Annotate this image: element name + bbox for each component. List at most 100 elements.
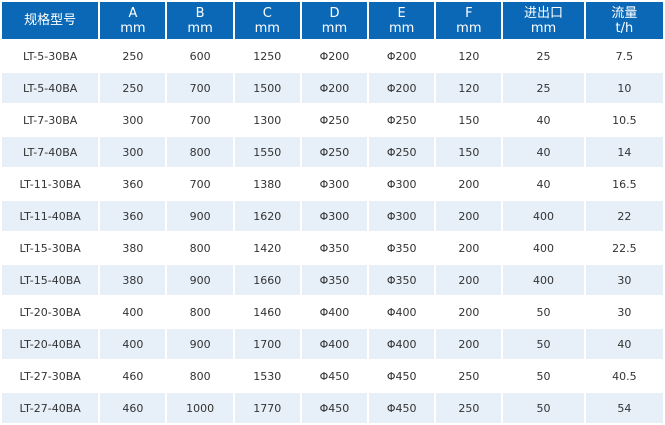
table-row: LT-11-40BA 360 900 1620 Φ300 Φ300 200 40… xyxy=(2,201,663,231)
cell-flow: 40.5 xyxy=(585,361,663,391)
cell-d: Φ200 xyxy=(301,73,368,103)
cell-d: Φ400 xyxy=(301,329,368,359)
cell-c: 1380 xyxy=(234,169,300,199)
header-model: 规格型号 xyxy=(2,2,99,39)
cell-f: 200 xyxy=(436,233,502,263)
cell-flow: 22 xyxy=(585,201,663,231)
cell-c: 1770 xyxy=(234,393,300,423)
cell-b: 800 xyxy=(167,233,233,263)
table-body: LT-5-30BA 250 600 1250 Φ200 Φ200 120 25 … xyxy=(2,41,663,423)
cell-flow: 14 xyxy=(585,137,663,167)
cell-inlet: 40 xyxy=(503,137,584,167)
cell-e: Φ300 xyxy=(369,201,435,231)
cell-f: 250 xyxy=(436,393,502,423)
cell-model: LT-11-40BA xyxy=(2,201,99,231)
cell-inlet: 50 xyxy=(503,329,584,359)
cell-d: Φ300 xyxy=(301,169,368,199)
cell-model: LT-5-40BA xyxy=(2,73,99,103)
cell-b: 700 xyxy=(167,105,233,135)
table-row: LT-5-30BA 250 600 1250 Φ200 Φ200 120 25 … xyxy=(2,41,663,71)
cell-e: Φ350 xyxy=(369,233,435,263)
cell-a: 250 xyxy=(100,41,166,71)
cell-b: 1000 xyxy=(167,393,233,423)
cell-b: 900 xyxy=(167,265,233,295)
cell-a: 360 xyxy=(100,169,166,199)
table-row: LT-20-40BA 400 900 1700 Φ400 Φ400 200 50… xyxy=(2,329,663,359)
cell-f: 200 xyxy=(436,329,502,359)
cell-b: 700 xyxy=(167,73,233,103)
cell-e: Φ300 xyxy=(369,169,435,199)
header-col-flow: 流量 t/h xyxy=(585,2,663,39)
cell-f: 200 xyxy=(436,201,502,231)
cell-inlet: 50 xyxy=(503,297,584,327)
cell-flow: 22.5 xyxy=(585,233,663,263)
header-col-inlet: 进出口 mm xyxy=(503,2,584,39)
cell-a: 300 xyxy=(100,105,166,135)
cell-a: 400 xyxy=(100,297,166,327)
cell-inlet: 50 xyxy=(503,393,584,423)
cell-d: Φ200 xyxy=(301,41,368,71)
cell-flow: 10.5 xyxy=(585,105,663,135)
cell-model: LT-20-40BA xyxy=(2,329,99,359)
cell-model: LT-11-30BA xyxy=(2,169,99,199)
table-row: LT-20-30BA 400 800 1460 Φ400 Φ400 200 50… xyxy=(2,297,663,327)
cell-flow: 54 xyxy=(585,393,663,423)
cell-f: 200 xyxy=(436,169,502,199)
cell-a: 250 xyxy=(100,73,166,103)
cell-inlet: 25 xyxy=(503,73,584,103)
cell-inlet: 40 xyxy=(503,105,584,135)
cell-model: LT-15-40BA xyxy=(2,265,99,295)
cell-flow: 30 xyxy=(585,265,663,295)
cell-b: 800 xyxy=(167,361,233,391)
cell-d: Φ250 xyxy=(301,137,368,167)
cell-f: 250 xyxy=(436,361,502,391)
cell-c: 1300 xyxy=(234,105,300,135)
cell-e: Φ250 xyxy=(369,105,435,135)
table-row: LT-5-40BA 250 700 1500 Φ200 Φ200 120 25 … xyxy=(2,73,663,103)
cell-b: 800 xyxy=(167,297,233,327)
cell-b: 900 xyxy=(167,201,233,231)
cell-a: 360 xyxy=(100,201,166,231)
cell-e: Φ200 xyxy=(369,41,435,71)
cell-e: Φ400 xyxy=(369,329,435,359)
cell-e: Φ450 xyxy=(369,393,435,423)
cell-f: 150 xyxy=(436,137,502,167)
cell-c: 1420 xyxy=(234,233,300,263)
cell-model: LT-15-30BA xyxy=(2,233,99,263)
cell-d: Φ450 xyxy=(301,393,368,423)
cell-inlet: 400 xyxy=(503,201,584,231)
cell-f: 120 xyxy=(436,73,502,103)
cell-inlet: 40 xyxy=(503,169,584,199)
cell-a: 380 xyxy=(100,265,166,295)
table-row: LT-27-30BA 460 800 1530 Φ450 Φ450 250 50… xyxy=(2,361,663,391)
cell-inlet: 50 xyxy=(503,361,584,391)
cell-flow: 40 xyxy=(585,329,663,359)
cell-d: Φ250 xyxy=(301,105,368,135)
cell-d: Φ350 xyxy=(301,265,368,295)
cell-e: Φ350 xyxy=(369,265,435,295)
cell-b: 700 xyxy=(167,169,233,199)
cell-a: 300 xyxy=(100,137,166,167)
cell-d: Φ400 xyxy=(301,297,368,327)
cell-a: 380 xyxy=(100,233,166,263)
cell-e: Φ450 xyxy=(369,361,435,391)
cell-c: 1700 xyxy=(234,329,300,359)
cell-f: 150 xyxy=(436,105,502,135)
cell-model: LT-20-30BA xyxy=(2,297,99,327)
cell-flow: 7.5 xyxy=(585,41,663,71)
cell-f: 120 xyxy=(436,41,502,71)
cell-b: 800 xyxy=(167,137,233,167)
cell-a: 400 xyxy=(100,329,166,359)
table-row: LT-7-30BA 300 700 1300 Φ250 Φ250 150 40 … xyxy=(2,105,663,135)
cell-model: LT-7-30BA xyxy=(2,105,99,135)
cell-model: LT-27-30BA xyxy=(2,361,99,391)
cell-c: 1250 xyxy=(234,41,300,71)
cell-c: 1550 xyxy=(234,137,300,167)
cell-d: Φ350 xyxy=(301,233,368,263)
